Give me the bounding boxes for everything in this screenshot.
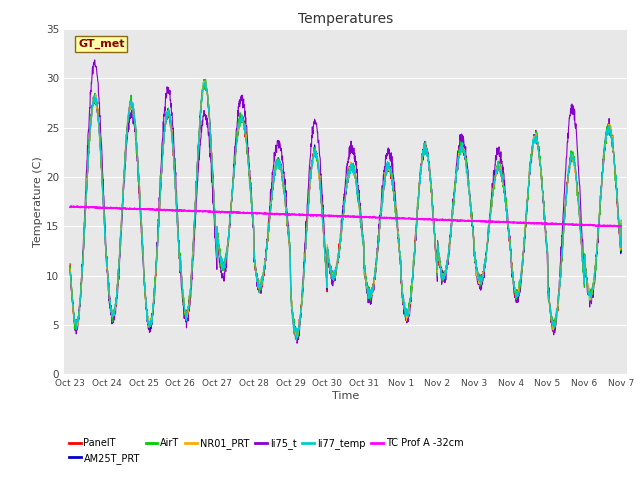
Text: GT_met: GT_met <box>78 39 125 49</box>
Title: Temperatures: Temperatures <box>298 12 393 26</box>
X-axis label: Time: Time <box>332 391 359 401</box>
Legend: PanelT, AM25T_PRT, AirT, NR01_PRT, li75_t, li77_temp, TC Prof A -32cm: PanelT, AM25T_PRT, AirT, NR01_PRT, li75_… <box>69 438 463 464</box>
Y-axis label: Temperature (C): Temperature (C) <box>33 156 43 247</box>
